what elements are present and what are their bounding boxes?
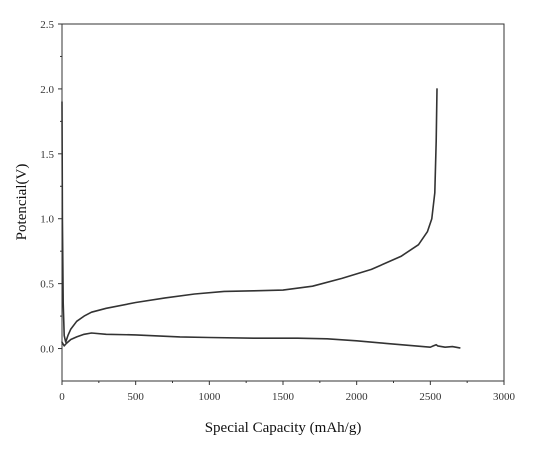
x-tick-label: 3000: [493, 391, 516, 403]
series-line-1: [61, 88, 438, 343]
x-axis-label: Special Capacity (mAh/g): [205, 420, 362, 436]
y-tick-label: 2.5: [40, 19, 54, 31]
y-tick-label: 1.5: [40, 149, 54, 161]
x-tick-label: 500: [127, 391, 144, 403]
x-tick-label: 0: [59, 391, 65, 403]
x-tick-label: 2000: [346, 391, 369, 403]
y-tick-label: 1.0: [40, 214, 54, 226]
x-tick-label: 2500: [419, 391, 442, 403]
x-tick-label: 1000: [198, 391, 221, 403]
y-axis-label: Potencial(V): [14, 164, 30, 241]
y-tick-label: 0.0: [40, 344, 54, 356]
y-tick-label: 2.0: [40, 84, 54, 96]
plot-frame: [61, 23, 505, 382]
x-axis: 0 500 1000 1500 2000 2500 3000: [59, 381, 516, 403]
y-tick-label: 0.5: [40, 279, 54, 291]
series-layer: [61, 88, 461, 349]
y-axis: 0.0 0.5 1.0 1.5 2.0 2.5: [40, 19, 62, 356]
series-line-2: [61, 332, 461, 349]
x-tick-label: 1500: [272, 391, 295, 403]
